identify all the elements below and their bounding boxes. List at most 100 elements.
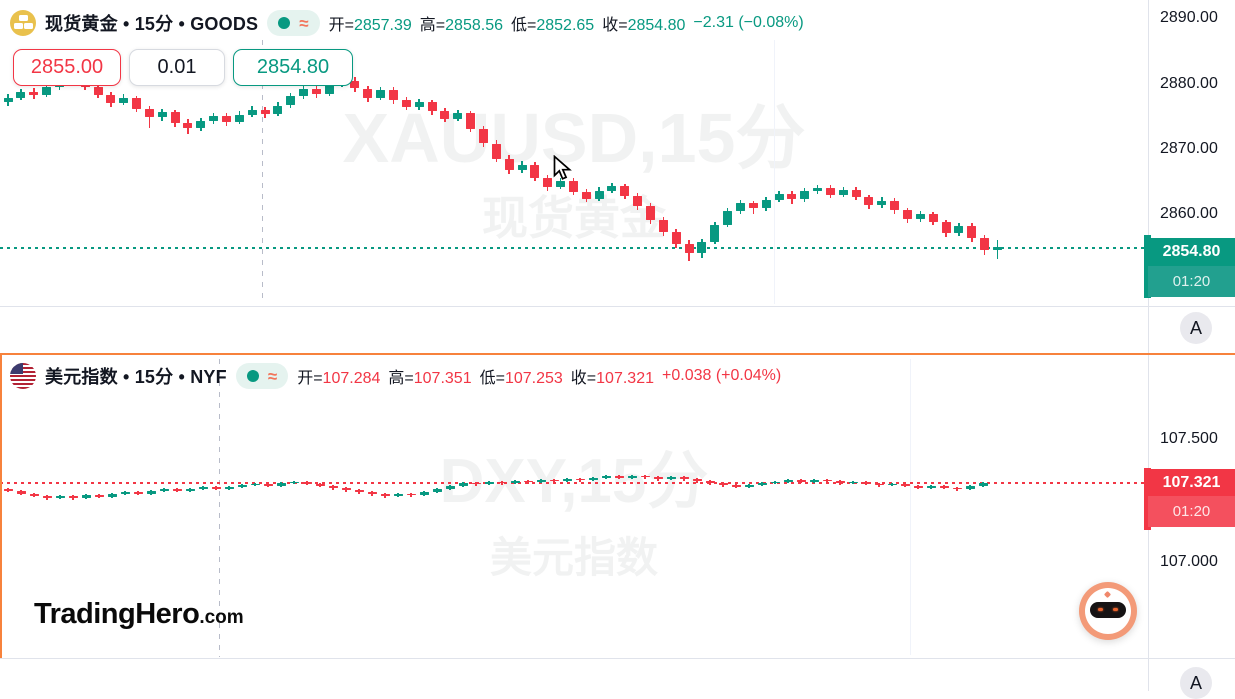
- candle-body: [146, 490, 156, 494]
- close-value: 2854.80: [627, 17, 686, 34]
- candle-body: [286, 96, 296, 106]
- candle-wick: [289, 93, 292, 109]
- candle-wick: [46, 494, 48, 500]
- candle-wick: [842, 186, 844, 198]
- robot-visor-icon: [1090, 602, 1126, 618]
- candle-wick: [644, 474, 646, 479]
- candle-body: [144, 108, 154, 118]
- candle-wick: [264, 106, 266, 118]
- candle-body: [81, 495, 91, 499]
- dxy-watermark-symbol: DXY,15分: [439, 447, 709, 516]
- candle-wick: [739, 199, 742, 214]
- candle-wick: [534, 161, 536, 182]
- candle-wick: [354, 77, 356, 92]
- gold-last-price: 2854.80: [1162, 243, 1221, 260]
- spread-button[interactable]: 0.01: [129, 49, 225, 86]
- gold-watermark-name: 现货黄金: [482, 192, 666, 244]
- candle-wick: [624, 183, 626, 200]
- sell-price-button[interactable]: 2855.00: [13, 49, 121, 86]
- candle-wick: [150, 489, 152, 495]
- candle-wick: [631, 474, 633, 479]
- candle-body: [406, 493, 416, 496]
- approx-data-icon: ≈: [299, 13, 309, 33]
- candle-body: [363, 88, 373, 98]
- auto-scale-button-dxy[interactable]: A: [1180, 667, 1212, 699]
- candle-wick: [683, 476, 685, 481]
- candle-wick: [59, 495, 61, 499]
- candle-wick: [906, 207, 909, 223]
- auto-scale-button-gold[interactable]: A: [1180, 312, 1212, 344]
- candle-body: [466, 113, 476, 130]
- selected-pane-border-left: [0, 353, 2, 658]
- candle-wick: [410, 492, 412, 497]
- candle-wick: [778, 190, 780, 203]
- candle-wick: [212, 112, 215, 124]
- close-label: 收=: [570, 370, 597, 387]
- candle-body: [744, 485, 754, 487]
- candle-wick: [969, 485, 971, 491]
- candle-wick: [657, 476, 659, 481]
- candle-body: [237, 485, 247, 487]
- gold-market-status-pill[interactable]: ≈: [267, 10, 320, 36]
- dxy-symbol-title[interactable]: 美元指数 • 15分 • NYF: [45, 367, 227, 387]
- candle-wick: [943, 484, 945, 490]
- candle-body: [813, 188, 822, 192]
- candle-wick: [726, 207, 729, 228]
- candle-body: [504, 158, 514, 171]
- candle-wick: [803, 188, 806, 202]
- pane-separator-line-bottom: [0, 658, 1235, 659]
- candle-wick: [598, 187, 600, 202]
- candle-wick: [559, 177, 562, 190]
- market-open-dot-icon: [246, 370, 259, 382]
- candle-wick: [469, 110, 472, 133]
- candle-body: [530, 164, 540, 179]
- gold-last-price-badge[interactable]: 2854.80: [1148, 238, 1235, 266]
- approx-data-icon: ≈: [267, 366, 278, 386]
- candle-body: [107, 494, 117, 497]
- candle-body: [376, 89, 386, 98]
- candle-body: [29, 493, 39, 496]
- gold-pane: XAUUSD,15分 现货黄金 现货黄金 • 15分 • GOODS ≈ 开=2…: [0, 0, 1235, 306]
- gold-chart-area[interactable]: [0, 0, 1235, 306]
- low-value: 107.253: [504, 370, 563, 387]
- high-label: 高=: [388, 370, 414, 387]
- candle-wick: [367, 85, 369, 102]
- candle-wick: [137, 491, 139, 496]
- candle-body: [627, 475, 637, 478]
- gold-ohlc-readout: 开=2857.39 高=2858.56 低=2852.65 收=2854.80 …: [329, 11, 804, 35]
- candle-wick: [397, 492, 399, 497]
- candle-wick: [200, 118, 202, 132]
- dxy-session-break-line: [219, 359, 220, 657]
- candle-wick: [662, 216, 665, 236]
- dxy-last-price-badge[interactable]: 107.321: [1148, 469, 1235, 496]
- candle-body: [119, 98, 129, 103]
- gold-order-panel: 2855.00 0.01 2854.80: [13, 49, 353, 86]
- candle-body: [328, 485, 338, 489]
- candle-body: [341, 488, 351, 491]
- robot-assistant-button[interactable]: [1079, 582, 1137, 640]
- candle-wick: [122, 94, 125, 106]
- candle-body: [903, 210, 912, 219]
- dxy-market-status-pill[interactable]: ≈: [235, 363, 289, 389]
- gold-gridline: [774, 40, 775, 304]
- robot-gem-icon: [1103, 590, 1112, 599]
- candle-wick: [20, 489, 22, 496]
- candle-body: [224, 486, 234, 489]
- candle-body: [607, 186, 617, 191]
- gold-symbol-title[interactable]: 现货黄金 • 15分 • GOODS: [45, 14, 259, 34]
- candle-wick: [930, 484, 932, 489]
- dxy-header: 美元指数 • 15分 • NYF ≈ 开=107.284 高=107.351 低…: [10, 363, 781, 389]
- candle-wick: [714, 221, 716, 245]
- candle-wick: [161, 108, 163, 121]
- candle-wick: [881, 197, 883, 208]
- candle-body: [401, 100, 411, 107]
- market-open-dot-icon: [278, 17, 291, 29]
- candle-wick: [215, 486, 217, 491]
- buy-price-button[interactable]: 2854.80: [233, 49, 353, 86]
- candle-body: [562, 478, 572, 482]
- gold-session-break-line: [262, 40, 263, 304]
- candle-body: [965, 486, 975, 490]
- candle-body: [94, 495, 104, 497]
- dxy-gridline: [910, 359, 911, 655]
- candle-body: [575, 478, 585, 481]
